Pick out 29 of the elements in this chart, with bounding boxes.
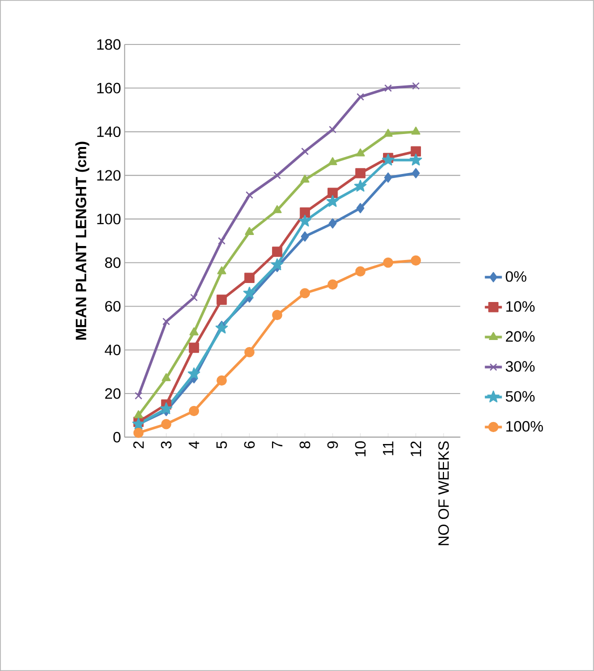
legend-label: 20% (506, 331, 535, 342)
x-tick-label: 3 (160, 441, 172, 448)
x-tick-label: 5 (216, 441, 227, 448)
y-tick-label: 40 (104, 344, 121, 356)
y-axis-title: MEAN PLANT LENGHT (cm) (75, 142, 90, 340)
y-tick-label: 80 (105, 257, 121, 268)
x-tick-label: 10 (355, 441, 366, 456)
y-tick-label: 180 (97, 39, 121, 50)
y-tick-label: 160 (97, 82, 121, 94)
legend-label: 0% (506, 271, 526, 282)
x-tick-label: 12 (410, 441, 422, 456)
x-tick-label: 7 (272, 441, 282, 448)
y-tick-label: 20 (105, 388, 121, 399)
legend-label: 30% (506, 361, 535, 372)
legend-label: 10% (506, 301, 535, 312)
x-tick-label: 2 (133, 441, 144, 448)
y-tick-label: 120 (97, 170, 121, 181)
x-tick-label: 6 (244, 441, 255, 448)
legend-label: 100% (506, 421, 543, 432)
y-tick-label: 60 (105, 300, 121, 312)
y-tick-label: 0 (113, 432, 121, 442)
y-tick-label: 100 (97, 214, 121, 224)
x-tick-label: 9 (327, 441, 338, 448)
y-tick-label: 140 (97, 126, 121, 138)
x-tick-label: 11 (383, 441, 394, 456)
x-tick-label: 4 (188, 441, 200, 449)
x-tick-label: 8 (300, 441, 310, 448)
x-tick-label: NO OF WEEKS (438, 441, 449, 546)
legend-label: 50% (506, 391, 535, 402)
